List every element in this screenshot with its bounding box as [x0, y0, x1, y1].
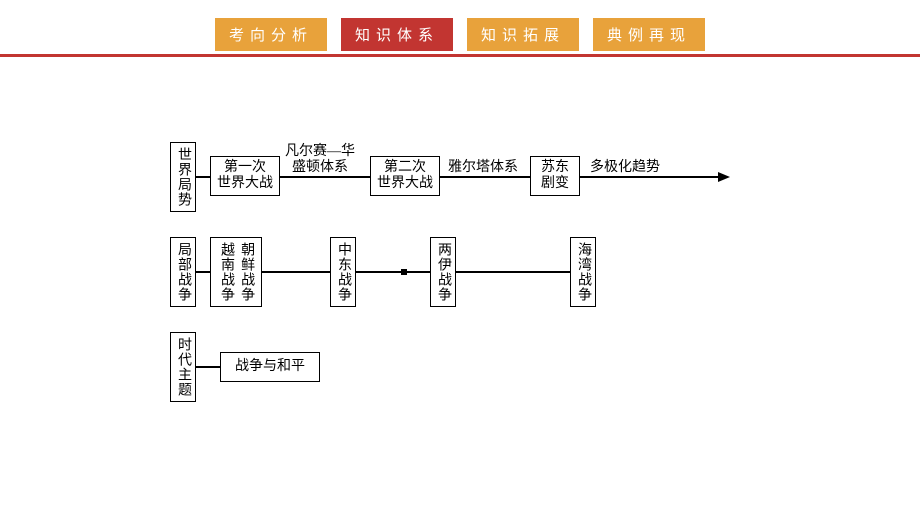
tab-expand[interactable]: 知识拓展 [467, 18, 579, 51]
box-ww2: 第二次世界大战 [370, 156, 440, 196]
tab-examples[interactable]: 典例再现 [593, 18, 705, 51]
line-r1-0 [196, 176, 210, 178]
box-mideast: 中东战争 [330, 237, 356, 307]
box-soviet: 苏东剧变 [530, 156, 580, 196]
col-korea: 朝鲜战争 [236, 238, 256, 306]
line-r2-0 [196, 271, 210, 273]
category-world: 世界局势 [170, 142, 196, 212]
box-iraniraq: 两伊战争 [430, 237, 456, 307]
category-theme: 时代主题 [170, 332, 196, 402]
diagram: 世界局势 第一次世界大战 凡尔赛—华盛顿体系 第二次世界大战 雅尔塔体系 苏东剧… [170, 142, 750, 422]
line-r1-2 [440, 176, 530, 178]
box-gulf: 海湾战争 [570, 237, 596, 307]
line-r1-1 [280, 176, 370, 178]
category-local: 局部战争 [170, 237, 196, 307]
line-r2-2 [356, 271, 430, 273]
tab-system[interactable]: 知识体系 [341, 18, 453, 51]
tab-analysis[interactable]: 考向分析 [215, 18, 327, 51]
line-r2-1 [262, 271, 330, 273]
line-r3-0 [196, 366, 220, 368]
center-dot [401, 269, 407, 275]
tab-bar: 考向分析 知识体系 知识拓展 典例再现 [0, 18, 920, 51]
line-r2-3 [456, 271, 570, 273]
label-versailles: 凡尔赛—华盛顿体系 [285, 144, 355, 176]
line-r1-3 [580, 176, 720, 178]
box-korea-vietnam: 越南战争 朝鲜战争 [210, 237, 262, 307]
divider [0, 54, 920, 57]
arrow-r1 [718, 172, 730, 182]
label-multipolar: 多极化趋势 [590, 160, 660, 176]
col-vietnam: 越南战争 [216, 238, 236, 306]
label-yalta: 雅尔塔体系 [448, 160, 518, 176]
box-warpeace: 战争与和平 [220, 352, 320, 382]
box-ww1: 第一次世界大战 [210, 156, 280, 196]
